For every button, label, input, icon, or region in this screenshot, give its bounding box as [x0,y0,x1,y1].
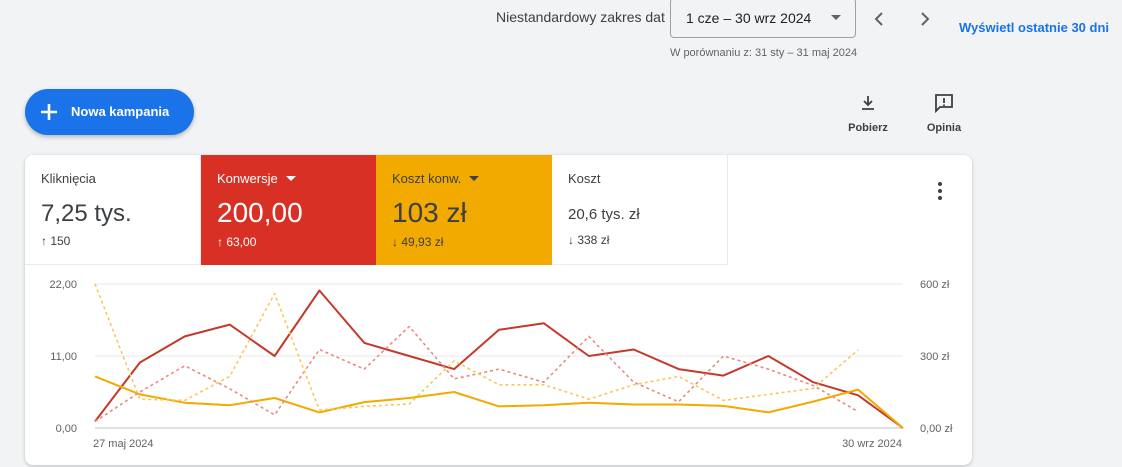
metric-tile-cost-per-conversion[interactable]: Koszt konw. 103 zł ↓ 49,93 zł [376,155,552,265]
date-range-value: 1 cze – 30 wrz 2024 [686,10,812,26]
metric-name: Koszt [568,171,601,186]
metric-delta: ↓ 49,93 zł [392,235,444,249]
metric-name: Konwersje [217,171,278,186]
feedback-icon [935,94,953,114]
new-campaign-label: Nowa kampania [71,104,170,119]
right-tick-label: 0,00 zł [920,423,953,435]
chart-svg: 22,00 600 zł 11,00 300 zł 0,00 0,00 zł 27 maj … [49,279,953,450]
left-tick-label: 22,00 [49,279,77,291]
series-line-0 [94,289,904,429]
metric-delta: ↑ 150 [41,234,71,248]
chevron-left-icon[interactable] [867,7,891,31]
metric-name: Kliknięcia [41,171,96,186]
dropdown-arrow-icon [831,15,841,20]
right-tick-label: 600 zł [920,279,950,291]
series-line-3 [94,283,859,411]
right-tick-label: 300 zł [920,351,950,363]
dropdown-arrow-icon[interactable] [469,176,480,181]
metric-tile-cost[interactable]: Koszt 20,6 tys. zł ↓ 338 zł [552,155,728,265]
metric-delta: ↓ 338 zł [568,233,610,247]
feedback-label: Opinia [926,122,962,134]
metric-value: 103 zł [392,197,467,228]
more-options-icon[interactable] [931,180,949,202]
metric-name: Koszt konw. [392,171,462,186]
metric-tile-conversions[interactable]: Konwersje 200,00 ↑ 63,00 [201,155,377,265]
series-line-2 [94,325,859,423]
new-campaign-button[interactable]: Nowa kampania [25,89,194,135]
last-30-days-link[interactable]: Wyświetl ostatnie 30 dni [959,20,1110,35]
left-tick-label: 11,00 [50,351,77,363]
plus-icon [41,104,57,120]
metric-tiles: Kliknięcia 7,25 tys. ↑ 150 Konwersje 200… [25,155,972,265]
left-tick-label: 0,00 [56,423,77,435]
date-range-label: Niestandardowy zakres dat [496,9,665,25]
metric-delta: ↑ 63,00 [217,235,257,249]
feedback-button[interactable]: Opinia [919,93,969,134]
download-button[interactable]: Pobierz [843,93,893,134]
dropdown-arrow-icon[interactable] [285,176,296,181]
metric-value: 200,00 [217,197,303,228]
metric-value: 20,6 tys. zł [568,206,640,223]
download-icon [862,96,874,110]
download-label: Pobierz [848,122,888,134]
x-start-label: 27 maj 2024 [93,438,154,450]
comparison-period-text: W porównaniu z: 31 sty – 31 maj 2024 [670,47,858,59]
chevron-right-icon[interactable] [913,7,937,31]
date-range-select[interactable]: 1 cze – 30 wrz 2024 [670,0,856,38]
metric-value: 7,25 tys. [41,200,132,227]
performance-card: Kliknięcia 7,25 tys. ↑ 150 Konwersje 200… [25,155,972,465]
metric-tile-clicks[interactable]: Kliknięcia 7,25 tys. ↑ 150 [25,155,201,265]
x-end-label: 30 wrz 2024 [842,438,902,450]
series-line-1 [94,375,904,429]
performance-chart: 22,00 600 zł 11,00 300 zł 0,00 0,00 zł 27 maj … [25,265,972,465]
